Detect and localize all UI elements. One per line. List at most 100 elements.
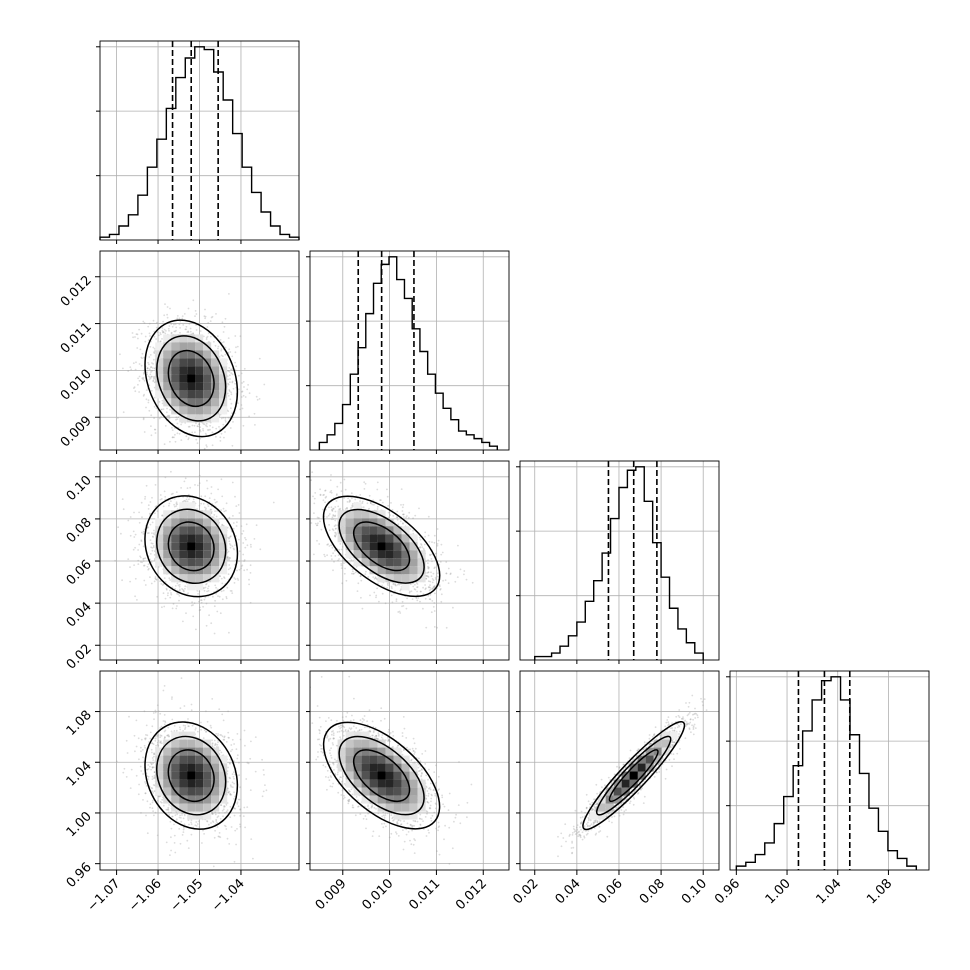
density-cell [179,526,188,535]
density-cell [621,779,630,788]
density-cell [179,731,188,740]
density-cell [409,574,418,583]
density-cell [377,755,386,764]
density-cell [195,374,204,383]
x-tick-label: 0.10 [679,876,710,907]
density-cell [179,358,188,367]
density-cell [409,811,418,820]
density-cell [345,550,354,559]
density-cell [409,534,418,543]
panel-content [117,293,266,450]
density-cell [195,574,204,583]
density-cell [211,406,220,415]
density-cell [155,542,164,551]
density-cell [393,803,402,812]
density-cell [345,542,354,551]
density-cell [155,763,164,772]
density-cell [377,787,386,796]
density-cell [353,534,362,543]
density-cell [163,366,172,375]
density-cell [417,566,426,575]
density-cell [409,779,418,788]
density-cell [345,739,354,748]
contour-line [322,495,441,598]
contour-line [156,508,227,584]
marginal-panel-1 [96,40,300,241]
density-cell [195,398,204,407]
density-cell [187,510,196,519]
density-cell [179,771,188,780]
density-cell [203,558,212,567]
density-cell [179,374,188,383]
density-cell [163,350,172,359]
density-cell [179,534,188,543]
density-cell [203,382,212,391]
y-tick-label: 0.96 [64,860,95,891]
density-cell [187,382,196,391]
density-cell [163,534,172,543]
density-cell [401,763,410,772]
density-cell [377,526,386,535]
density-cell [195,390,204,399]
density-cell [171,518,180,527]
density-cell [337,518,346,527]
density-cell [345,763,354,772]
y-tick-label: 1.00 [64,809,95,840]
density-cell [203,763,212,772]
contour-line [595,735,672,816]
density-cell [155,558,164,567]
density-cell [171,382,180,391]
density-cell [393,558,402,567]
density-peak [187,542,196,551]
density-cell [219,406,228,415]
density-cell [219,566,228,575]
panel-1-4 [99,670,300,871]
density-cell [597,811,606,820]
density-cell [155,358,164,367]
density-cell [187,502,196,511]
density-cell [195,550,204,559]
density-cell [163,526,172,535]
density-cell [417,795,426,804]
density-cell [219,526,228,535]
density-cell [361,739,370,748]
density-cell [195,755,204,764]
density-cell [195,771,204,780]
density-cell [361,763,370,772]
density-cell [369,566,378,575]
density-cell [195,382,204,391]
density-cell [361,558,370,567]
density-cell [195,811,204,820]
density-cell [393,574,402,583]
density-cell [345,747,354,756]
density-cell [409,550,418,559]
density-cell [187,558,196,567]
density-cell [605,803,614,812]
density-cell [171,763,180,772]
density-cell [187,574,196,583]
density-cell [163,518,172,527]
density-cell [203,366,212,375]
density-cell [211,566,220,575]
density-cell [163,334,172,343]
density-cell [345,755,354,764]
density-cell [653,755,662,764]
density-cell [155,390,164,399]
density-cell [163,787,172,796]
contour-line [167,749,215,803]
y-tick-label: 0.012 [58,273,95,310]
density-cell [187,803,196,812]
density-cell [187,779,196,788]
density-cell [163,358,172,367]
density-cell [179,414,188,423]
density-cell [195,747,204,756]
density-cell [661,731,670,740]
density-cell [653,739,662,748]
density-cell [187,342,196,351]
density-cell [369,534,378,543]
density-cell [377,795,386,804]
density-cell [417,787,426,796]
density-cell [211,574,220,583]
density-cell [211,414,220,423]
marginal-frame [519,460,720,661]
